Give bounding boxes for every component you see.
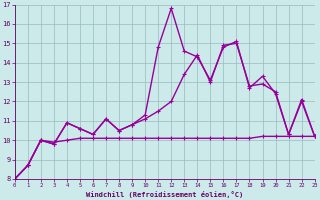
X-axis label: Windchill (Refroidissement éolien,°C): Windchill (Refroidissement éolien,°C) <box>86 191 243 198</box>
